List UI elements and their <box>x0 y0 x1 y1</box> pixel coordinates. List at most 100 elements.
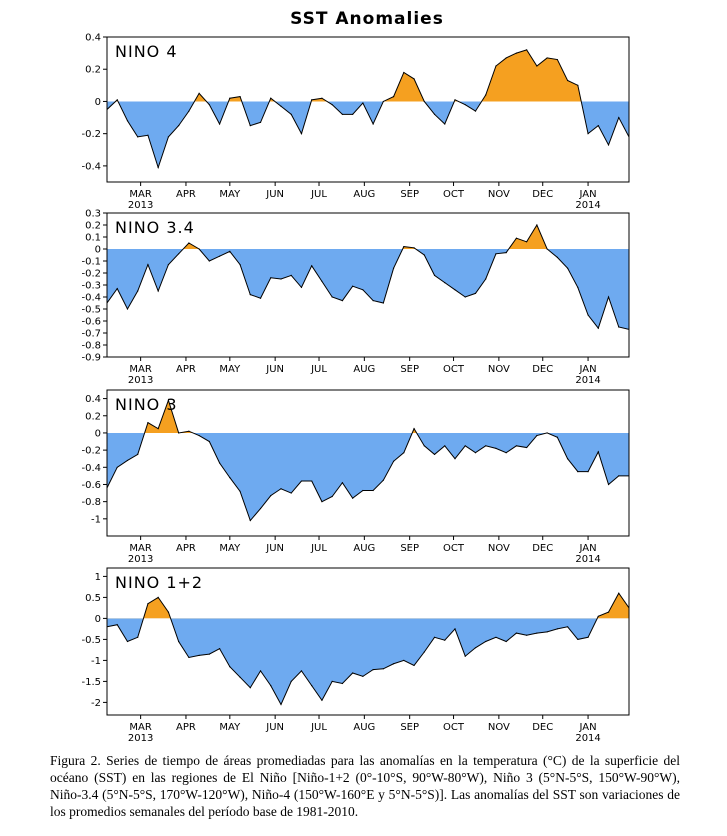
data-point-2013-11-20 <box>526 241 528 243</box>
x-tick-label: JUL <box>310 722 327 733</box>
data-point-2013-05-01 <box>229 250 231 252</box>
data-point-2013-07-03 <box>321 97 323 99</box>
data-point-2014-01-22 <box>618 475 620 477</box>
data-point-2013-12-11 <box>556 628 558 630</box>
y-tick-label: -0.2 <box>81 269 101 280</box>
data-point-2013-09-11 <box>423 254 425 256</box>
data-point-2013-09-18 <box>433 453 436 456</box>
data-point-2013-11-13 <box>515 445 518 447</box>
data-point-2013-11-06 <box>505 452 507 454</box>
x-tick-label: MAR <box>129 722 151 733</box>
y-tick-label: -0.5 <box>81 305 101 316</box>
data-point-2013-06-26 <box>311 99 313 101</box>
data-point-2013-10-09 <box>464 655 466 657</box>
data-point-2013-05-22 <box>259 670 262 672</box>
data-point-2013-06-19 <box>300 286 303 288</box>
data-point-2013-07-17 <box>341 300 344 302</box>
data-point-2013-12-11 <box>556 58 558 61</box>
y-tick-label: -0.1 <box>81 257 101 268</box>
data-point-2013-08-28 <box>403 71 405 74</box>
data-point-2013-05-01 <box>229 666 231 668</box>
data-point-2013-02-27 <box>137 290 139 292</box>
y-tick-label: -0.4 <box>81 293 101 304</box>
x-tick-label: JUN <box>265 543 284 554</box>
data-point-2013-07-10 <box>331 296 333 298</box>
data-point-2013-06-05 <box>280 703 282 706</box>
data-point-2013-02-20 <box>126 120 129 122</box>
year-label-2014: 2014 <box>575 554 600 565</box>
x-tick-label: JAN <box>579 364 597 375</box>
data-point-2013-11-27 <box>536 632 538 634</box>
data-point-2013-12-04 <box>546 57 548 59</box>
data-point-2013-10-02 <box>454 99 456 101</box>
data-point-2014-01-15 <box>607 296 610 298</box>
data-point-2013-06-19 <box>300 480 303 482</box>
year-label-2013: 2013 <box>128 375 153 386</box>
y-tick-label: -0.6 <box>81 480 101 491</box>
data-point-2014-01-01 <box>587 133 589 135</box>
data-point-2013-02-27 <box>137 136 139 138</box>
data-point-2013-10-30 <box>495 253 497 255</box>
x-tick-label: SEP <box>400 364 419 375</box>
y-tick-label: -0.4 <box>81 463 101 474</box>
data-point-2013-08-14 <box>382 100 384 103</box>
data-point-2013-05-29 <box>270 97 272 99</box>
data-point-2014-01-01 <box>587 470 589 473</box>
data-point-2013-05-08 <box>239 676 241 678</box>
data-point-2013-05-29 <box>270 495 272 497</box>
year-label-2013: 2013 <box>128 733 153 744</box>
data-point-2013-08-21 <box>392 663 395 665</box>
data-point-2013-06-26 <box>311 265 313 267</box>
positive-anomaly-area <box>107 400 629 433</box>
panel-2: 0.4 0.2 0 -0.2 -0.4 -0.6 -0.8 -1 MAR APR MAY JUN JUL… <box>81 389 630 565</box>
data-point-2013-11-20 <box>526 634 528 636</box>
data-point-2013-08-21 <box>392 267 395 269</box>
data-point-2013-03-27 <box>178 640 180 643</box>
x-tick-label: JAN <box>579 189 597 200</box>
data-point-2013-03-27 <box>178 125 180 127</box>
x-tick-label: DEC <box>532 543 553 554</box>
data-point-2013-05-01 <box>229 97 231 99</box>
data-point-2013-05-22 <box>259 297 262 299</box>
y-tick-label: -0.8 <box>81 497 101 508</box>
x-tick-label: OCT <box>443 189 465 200</box>
data-point-2013-05-15 <box>249 687 251 689</box>
data-point-2013-07-24 <box>352 497 354 499</box>
plot-frame <box>106 389 630 537</box>
data-point-2014-01-01 <box>587 314 589 316</box>
data-point-2013-04-10 <box>198 92 200 94</box>
data-point-2014-01-22 <box>618 326 620 328</box>
data-point-2013-07-10 <box>331 495 333 498</box>
data-point-2013-12-25 <box>577 638 579 641</box>
y-tick-label: -0.9 <box>81 353 101 364</box>
y-tick-label: -1 <box>91 656 101 667</box>
x-tick-label: AUG <box>353 543 375 554</box>
year-label-2014: 2014 <box>575 375 600 386</box>
y-tick-label: 0 <box>95 245 101 256</box>
data-point-2013-10-23 <box>485 94 487 96</box>
data-point-2013-09-25 <box>444 123 446 125</box>
y-tick-label: 0 <box>95 97 101 108</box>
data-point-2014-01-15 <box>607 144 610 146</box>
data-point-2013-03-13 <box>157 428 159 430</box>
data-point-2013-11-06 <box>505 252 507 254</box>
data-point-2014-01-08 <box>597 615 599 617</box>
panel-label: NINO 1+2 <box>115 573 203 592</box>
plot-frame <box>106 36 630 183</box>
data-point-2013-02-13 <box>116 99 118 101</box>
x-tick-label: DEC <box>532 722 553 733</box>
data-point-2013-12-04 <box>546 432 548 434</box>
data-point-2013-09-04 <box>413 78 415 80</box>
data-point-2013-06-26 <box>311 685 313 687</box>
data-point-2013-06-12 <box>290 274 292 276</box>
x-tick-label: NOV <box>488 364 510 375</box>
data-point-2013-07-17 <box>341 113 344 115</box>
data-point-2013-10-16 <box>474 292 477 294</box>
x-tick-label: MAY <box>219 364 241 375</box>
data-point-2013-08-07 <box>372 489 374 492</box>
data-point-2013-02-27 <box>137 453 139 456</box>
x-tick-label: JUN <box>265 189 284 200</box>
data-point-2013-04-10 <box>198 654 200 656</box>
data-point-2013-03-13 <box>157 166 159 169</box>
data-point-2013-05-22 <box>259 121 262 123</box>
